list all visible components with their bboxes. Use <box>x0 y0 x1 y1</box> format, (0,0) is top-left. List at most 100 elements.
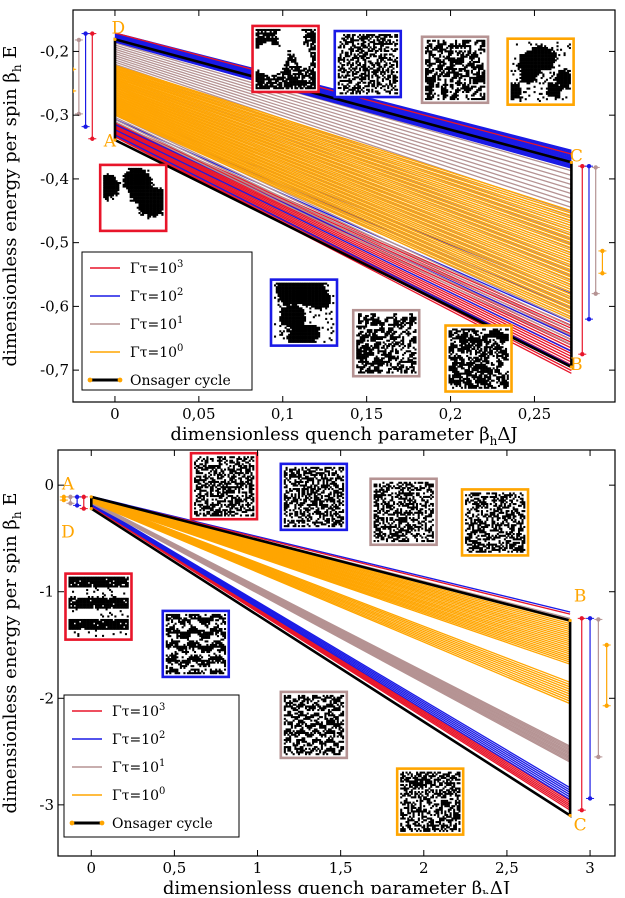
snapshot-pixel <box>308 290 310 292</box>
snapshot-pixel <box>372 352 374 354</box>
snapshot-pixel <box>441 93 443 95</box>
snapshot-pixel <box>564 77 566 79</box>
snapshot-pixel <box>443 87 445 89</box>
snapshot-pixel <box>466 383 468 385</box>
snapshot-blue <box>335 31 401 97</box>
snapshot-pixel <box>142 208 144 210</box>
snapshot-pixel <box>376 331 378 333</box>
snapshot-pixel <box>293 293 295 295</box>
snapshot-pixel <box>348 80 350 82</box>
snapshot-pixel <box>443 61 445 63</box>
snapshot-pixel <box>347 36 349 38</box>
snapshot-pixel <box>484 339 486 341</box>
snapshot-pixel <box>314 52 316 54</box>
snapshot-pixel <box>402 347 404 349</box>
snapshot-pixel <box>478 73 480 75</box>
snapshot-pixel <box>112 191 114 193</box>
snapshot-pixel <box>463 380 465 382</box>
snapshot-pixel <box>505 357 507 359</box>
snapshot-pixel <box>297 313 299 315</box>
snapshot-pixel <box>295 341 297 343</box>
snapshot-pixel <box>271 29 273 31</box>
snapshot-pixel <box>290 330 292 332</box>
snapshot-pixel <box>310 45 312 47</box>
snapshot-pixel <box>532 75 534 77</box>
snapshot-pixel <box>347 64 349 66</box>
snapshot-pixel <box>379 363 381 365</box>
snapshot-pixel <box>427 45 429 47</box>
snapshot-pixel <box>293 336 295 338</box>
snapshot-pixel <box>518 82 520 84</box>
snapshot-pixel <box>345 69 347 71</box>
snapshot-pixel <box>377 76 379 78</box>
snapshot-pixel <box>474 61 476 63</box>
snapshot-pixel <box>487 376 489 378</box>
snapshot-pixel <box>471 385 473 387</box>
snapshot-pixel <box>534 77 536 79</box>
snapshot-pixel <box>400 359 402 361</box>
snapshot-pixel <box>460 75 462 77</box>
snapshot-pixel <box>131 177 133 179</box>
snapshot-pixel <box>297 339 299 341</box>
snapshot-pixel <box>535 65 537 67</box>
snapshot-pixel <box>308 70 310 72</box>
snapshot-pixel <box>138 187 140 189</box>
snapshot-pixel <box>107 178 109 180</box>
snapshot-pixel <box>376 366 378 368</box>
snapshot-pixel <box>375 73 377 75</box>
snapshot-pixel <box>369 350 371 352</box>
snapshot-pixel <box>385 43 387 45</box>
snapshot-pixel <box>521 72 523 74</box>
snapshot-pixel <box>505 339 507 341</box>
snapshot-pixel <box>308 48 310 50</box>
snapshot-pixel <box>327 302 329 304</box>
snapshot-pixel <box>286 337 288 339</box>
snapshot-pixel <box>315 291 317 293</box>
snapshot-pixel <box>526 79 528 81</box>
snapshot-pixel <box>308 291 310 293</box>
snapshot-pixel <box>357 36 359 38</box>
snapshot-pixel <box>259 80 261 82</box>
snapshot-pixel <box>376 338 378 340</box>
snapshot-pixel <box>140 177 142 179</box>
snapshot-pixel <box>325 295 327 297</box>
snapshot-pixel <box>293 302 295 304</box>
snapshot-pixel <box>466 355 468 357</box>
snapshot-pixel <box>565 82 567 84</box>
snapshot-pixel <box>553 93 555 95</box>
snapshot-pixel <box>530 63 532 65</box>
snapshot-pixel <box>503 336 505 338</box>
snapshot-pixel <box>367 356 369 358</box>
snapshot-pixel <box>151 193 153 195</box>
snapshot-pixel <box>280 85 282 87</box>
snapshot-pixel <box>432 49 434 51</box>
snapshot-pixel <box>108 194 110 196</box>
snapshot-pixel <box>479 346 481 348</box>
snapshot-pixel <box>128 186 130 188</box>
snapshot-pixel <box>300 293 302 295</box>
snapshot-pixel <box>450 332 452 334</box>
snapshot-pixel <box>459 43 461 45</box>
snapshot-pixel <box>409 317 411 319</box>
snapshot-pixel <box>304 284 306 286</box>
snapshot-pixel <box>357 39 359 41</box>
snapshot-pixel <box>146 205 148 207</box>
snapshot-pixel <box>279 316 281 318</box>
snapshot-pixel <box>542 56 544 58</box>
snapshot-pixel <box>281 283 283 285</box>
snapshot-pixel <box>263 38 265 40</box>
snapshot-pixel <box>348 41 350 43</box>
snapshot-pixel <box>266 75 268 77</box>
snapshot-pixel <box>377 83 379 85</box>
snapshot-pixel <box>534 51 536 53</box>
snapshot-pixel <box>108 193 110 195</box>
snapshot-pixel <box>138 194 140 196</box>
snapshot-pixel <box>347 43 349 45</box>
snapshot-pixel <box>450 84 452 86</box>
snapshot-pixel <box>456 332 458 334</box>
snapshot-pixel <box>528 73 530 75</box>
snapshot-pixel <box>549 95 551 97</box>
snapshot-pixel <box>475 380 477 382</box>
snapshot-pixel <box>487 355 489 357</box>
snapshot-pixel <box>290 293 292 295</box>
